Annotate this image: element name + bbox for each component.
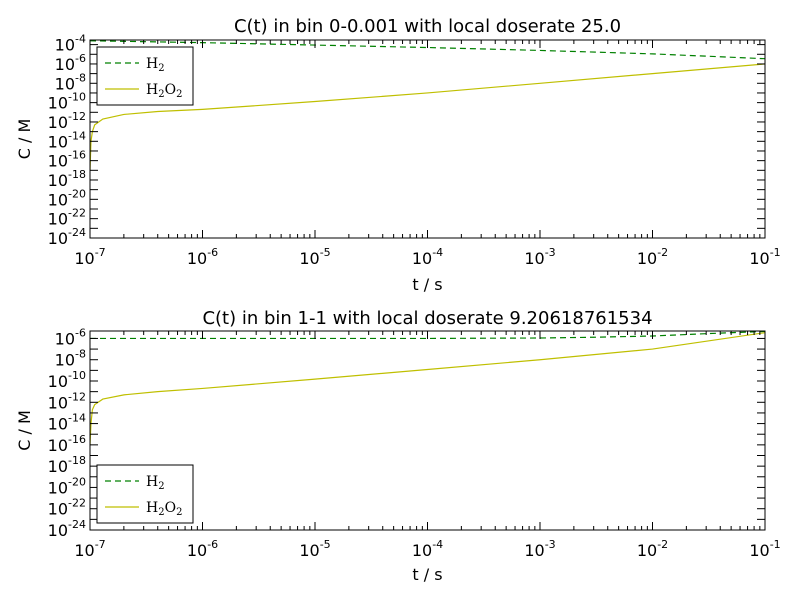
chart-title: C(t) in bin 0-0.001 with local doserate …	[234, 16, 621, 37]
y-tick-label: 10-20	[48, 187, 86, 209]
y-tick-label: 10-16	[48, 433, 86, 455]
x-axis-label: t / s	[412, 565, 442, 584]
y-tick-label: 10-22	[48, 207, 86, 229]
chart-panel-1: C(t) in bin 0-0.001 with local doserate …	[15, 16, 781, 294]
x-tick-label: 10-2	[637, 538, 668, 560]
x-tick-label: 10-6	[187, 538, 218, 560]
chart-panel-2: C(t) in bin 1-1 with local doserate 9.20…	[15, 308, 781, 584]
x-tick-label: 10-7	[74, 246, 105, 268]
y-tick-label: 10-12	[48, 390, 86, 412]
legend-label: H2	[146, 56, 165, 74]
y-tick-label: 10-16	[48, 149, 86, 171]
x-axis-label: t / s	[412, 275, 442, 294]
legend-label: H2O2	[146, 500, 182, 518]
y-tick-label: 10-18	[48, 454, 86, 476]
y-tick-label: 10-4	[55, 33, 86, 55]
legend-label: H2	[146, 474, 165, 492]
x-tick-label: 10-1	[749, 246, 780, 268]
y-tick-label: 10-12	[48, 110, 86, 132]
legend-box	[96, 46, 194, 106]
y-tick-label: 10-18	[48, 168, 86, 190]
chart-title: C(t) in bin 1-1 with local doserate 9.20…	[202, 308, 652, 329]
y-tick-label: 10-24	[48, 518, 86, 540]
x-tick-label: 10-1	[749, 538, 780, 560]
legend: H2 H2O2	[96, 46, 194, 106]
y-tick-label: 10-6	[55, 52, 86, 74]
y-tick-label: 10-14	[48, 129, 86, 151]
y-tick-label: 10-24	[48, 226, 86, 248]
y-tick-label: 10-22	[48, 497, 86, 519]
y-tick-label: 10-20	[48, 475, 86, 497]
series-group	[90, 331, 765, 445]
y-axis-label: C / M	[15, 410, 34, 451]
x-tick-label: 10-2	[637, 246, 668, 268]
x-tick-label: 10-3	[524, 538, 555, 560]
y-tick-label: 10-8	[55, 348, 86, 370]
x-tick-label: 10-4	[412, 246, 443, 268]
y-tick-label: 10-10	[48, 91, 86, 113]
legend: H2 H2O2	[96, 464, 194, 524]
y-tick-label: 10-6	[55, 326, 86, 348]
x-tick-label: 10-6	[187, 246, 218, 268]
y-axis-label: C / M	[15, 119, 34, 160]
y-tick-label: 10-14	[48, 412, 86, 434]
legend-label: H2O2	[146, 82, 182, 100]
y-tick-label: 10-8	[55, 71, 86, 93]
x-tick-label: 10-7	[74, 538, 105, 560]
x-tick-label: 10-3	[524, 246, 555, 268]
legend-box	[96, 464, 194, 524]
series-line-h2o2	[90, 332, 765, 445]
x-tick-label: 10-5	[299, 538, 330, 560]
x-tick-label: 10-5	[299, 246, 330, 268]
x-tick-label: 10-4	[412, 538, 443, 560]
y-tick-label: 10-10	[48, 369, 86, 391]
